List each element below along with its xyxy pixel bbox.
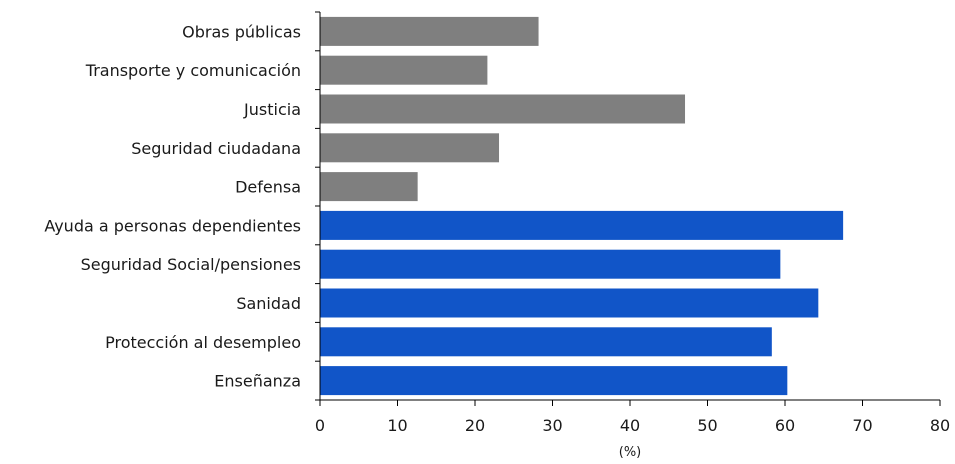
bar <box>320 172 418 202</box>
category-label: Transporte y comunicación <box>85 61 301 80</box>
bar <box>320 133 500 163</box>
x-tick-label: 40 <box>620 416 640 435</box>
bar <box>320 94 686 124</box>
x-tick-label: 50 <box>697 416 717 435</box>
bar <box>320 210 844 240</box>
x-tick-label: 20 <box>465 416 485 435</box>
category-label: Sanidad <box>236 294 301 313</box>
category-label: Justicia <box>243 100 301 119</box>
bar <box>320 288 819 318</box>
x-tick-label: 70 <box>852 416 872 435</box>
bar <box>320 55 488 85</box>
category-label: Ayuda a personas dependientes <box>44 216 301 235</box>
bar <box>320 249 781 279</box>
x-axis-title: (%) <box>619 445 642 460</box>
x-tick-label: 80 <box>930 416 950 435</box>
bars-group <box>320 16 844 396</box>
x-tick-label: 10 <box>387 416 407 435</box>
category-label: Seguridad ciudadana <box>131 139 301 158</box>
bar <box>320 327 772 357</box>
x-tick-label: 60 <box>775 416 795 435</box>
x-tick-label: 30 <box>542 416 562 435</box>
x-axis-ticks: 0 10 20 30 40 50 60 70 80 <box>315 400 950 435</box>
category-label: Protección al desempleo <box>105 333 301 352</box>
bar <box>320 366 788 396</box>
category-label: Obras públicas <box>182 22 301 41</box>
category-label: Defensa <box>235 178 301 197</box>
bar <box>320 16 539 46</box>
category-label: Seguridad Social/pensiones <box>81 255 301 274</box>
category-label: Enseñanza <box>214 372 301 391</box>
y-axis-ticks <box>315 11 320 401</box>
category-labels: Obras públicas Transporte y comunicación J… <box>44 22 301 390</box>
x-tick-label: 0 <box>315 416 325 435</box>
